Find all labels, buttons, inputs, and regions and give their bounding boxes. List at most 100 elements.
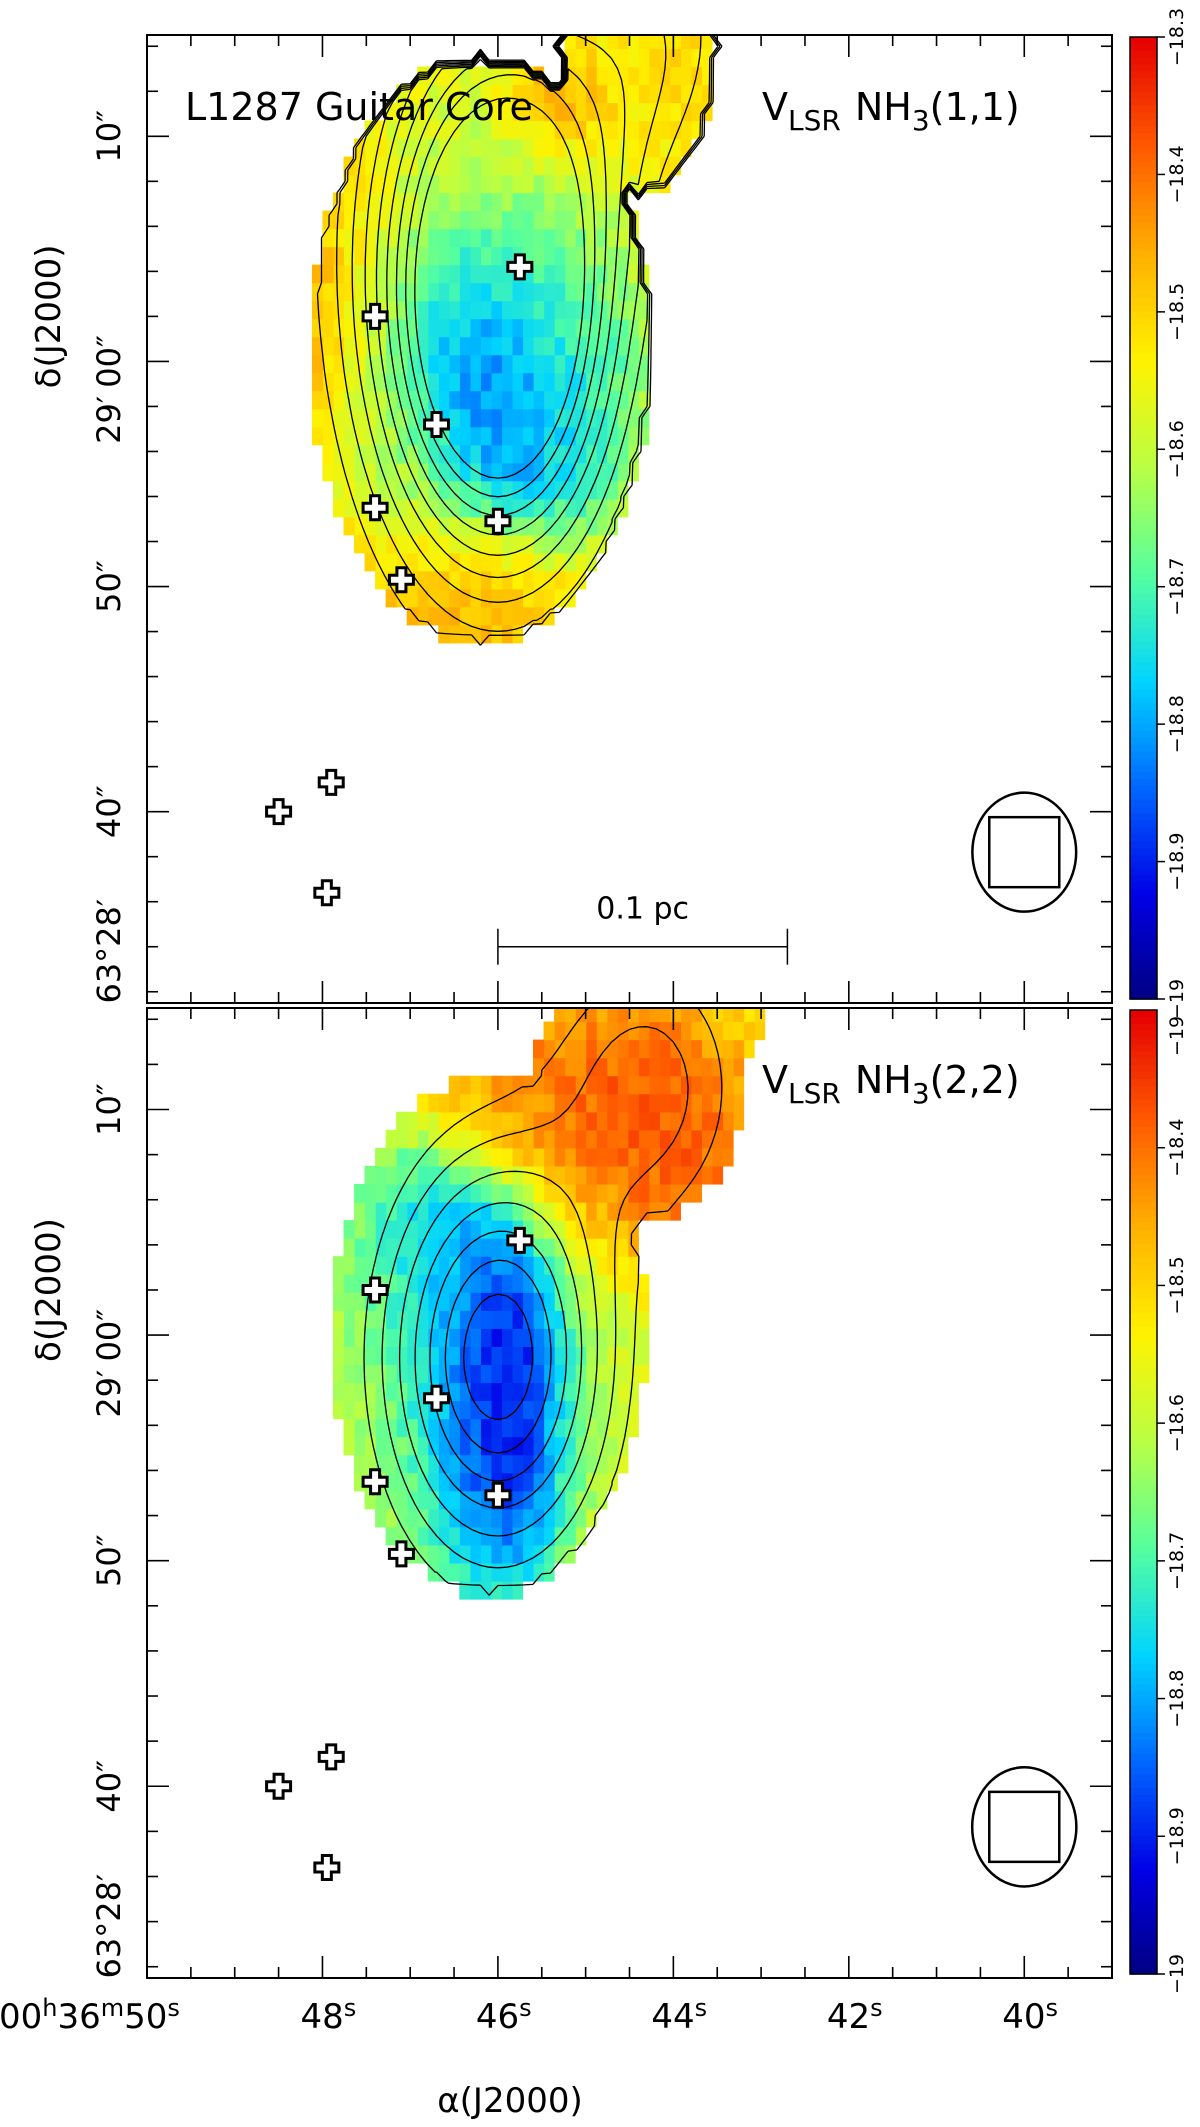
map-pixel xyxy=(385,498,397,518)
colorbar-strip xyxy=(1130,868,1157,877)
map-pixel xyxy=(417,1328,429,1347)
map-pixel xyxy=(501,156,513,176)
map-pixel xyxy=(554,1093,566,1113)
map-pixel xyxy=(511,390,524,410)
map-pixel xyxy=(480,264,492,284)
map-pixel xyxy=(364,444,376,464)
map-pixel xyxy=(575,1490,587,1510)
map-pixel xyxy=(311,426,324,446)
map-pixel xyxy=(469,1075,481,1095)
map-pixel xyxy=(617,1418,629,1438)
colorbar-strip xyxy=(1130,408,1157,416)
colorbar: −18.4−18.5−18.6−18.7−18.8−18.9−19−19 xyxy=(1129,1009,1188,1994)
colorbar-strip xyxy=(1130,676,1157,684)
map-pixel xyxy=(427,1274,439,1293)
map-pixel xyxy=(343,1292,355,1311)
map-pixel xyxy=(480,354,492,374)
map-pixel xyxy=(438,264,450,284)
map-pixel xyxy=(627,138,639,158)
x-tick-label-value: 44 xyxy=(651,1997,694,2037)
map-pixel xyxy=(459,1220,471,1239)
map-pixel xyxy=(701,1021,713,1041)
colorbar-frame xyxy=(1129,36,1158,1000)
colorbar-strip xyxy=(1130,950,1157,959)
map-pixel xyxy=(490,1310,503,1329)
colorbar-strip xyxy=(1130,1567,1157,1576)
map-pixel xyxy=(606,1256,618,1275)
map-pixel xyxy=(332,282,345,302)
map-pixel xyxy=(480,1562,492,1582)
x-tick-label: 42s xyxy=(827,1994,883,2037)
map-pixel xyxy=(354,462,366,482)
map-pixel xyxy=(543,1544,555,1564)
map-pixel xyxy=(690,1147,703,1167)
map-pixel xyxy=(396,372,408,392)
map-pixel xyxy=(417,1400,429,1420)
map-pixel xyxy=(480,498,492,518)
map-pixel xyxy=(733,1039,745,1059)
map-pixel xyxy=(638,390,650,410)
y-tick-label: 40″ xyxy=(90,1760,128,1813)
map-pixel xyxy=(585,426,597,446)
map-pixel xyxy=(596,210,608,230)
map-pixel xyxy=(564,1346,576,1366)
colorbar-strip xyxy=(1130,1010,1157,1018)
map-pixel xyxy=(659,1039,671,1059)
map-pixel xyxy=(596,1165,608,1185)
map-pixel xyxy=(617,318,629,338)
map-pixel xyxy=(564,444,576,464)
map-pixel xyxy=(564,1147,576,1167)
map-pixel xyxy=(543,1310,555,1329)
colorbar-strip xyxy=(1130,1547,1157,1555)
map-pixel xyxy=(448,84,460,104)
map-pixel xyxy=(406,192,418,212)
map-pixel xyxy=(469,1310,481,1329)
map-pixel xyxy=(669,1147,681,1167)
map-pixel xyxy=(638,318,650,338)
map-pixel xyxy=(385,336,397,356)
colorbar-strip xyxy=(1130,909,1157,918)
map-pixel xyxy=(396,1165,408,1185)
map-pixel xyxy=(438,246,450,266)
map-pixel xyxy=(554,1292,566,1311)
contour-level xyxy=(395,58,607,517)
contour-level xyxy=(444,1259,552,1454)
map-pixel xyxy=(617,1220,629,1239)
map-pixel xyxy=(522,1364,534,1384)
map-pixel xyxy=(364,1490,376,1510)
colorbar-strip xyxy=(1130,524,1157,533)
map-pixel xyxy=(522,1544,534,1564)
colorbar-strip xyxy=(1130,813,1157,822)
map-pixel xyxy=(490,1147,503,1167)
map-pixel xyxy=(543,372,555,392)
map-pixel xyxy=(480,1256,492,1275)
map-pixel xyxy=(533,570,545,590)
map-pixel xyxy=(469,1129,481,1149)
map-pixel xyxy=(596,35,608,50)
colorbar-strip xyxy=(1130,1436,1157,1445)
colorbar-strip xyxy=(1130,1891,1157,1899)
map-pixel xyxy=(606,444,618,464)
map-pixel xyxy=(354,354,366,374)
axis-ticks xyxy=(146,1008,1113,1978)
map-pixel xyxy=(332,228,345,248)
map-pixel xyxy=(469,444,481,464)
map-pixel xyxy=(438,570,450,590)
map-pixel xyxy=(406,1382,418,1402)
colorbar-strip xyxy=(1130,944,1157,952)
map-pixel xyxy=(511,1562,524,1582)
map-pixel xyxy=(617,84,629,104)
map-pixel xyxy=(564,480,576,500)
map-pixel xyxy=(638,1021,650,1041)
map-pixel xyxy=(406,102,418,122)
map-pixel xyxy=(469,264,481,284)
map-pixel xyxy=(511,1472,524,1492)
map-pixel xyxy=(627,372,639,392)
map-pixel xyxy=(606,318,618,338)
map-pixel xyxy=(469,228,481,248)
map-pixel xyxy=(627,354,639,374)
map-pixel xyxy=(459,102,471,122)
map-pixel xyxy=(659,138,671,158)
map-pixel xyxy=(701,66,713,86)
colorbar-strip xyxy=(1130,339,1157,347)
